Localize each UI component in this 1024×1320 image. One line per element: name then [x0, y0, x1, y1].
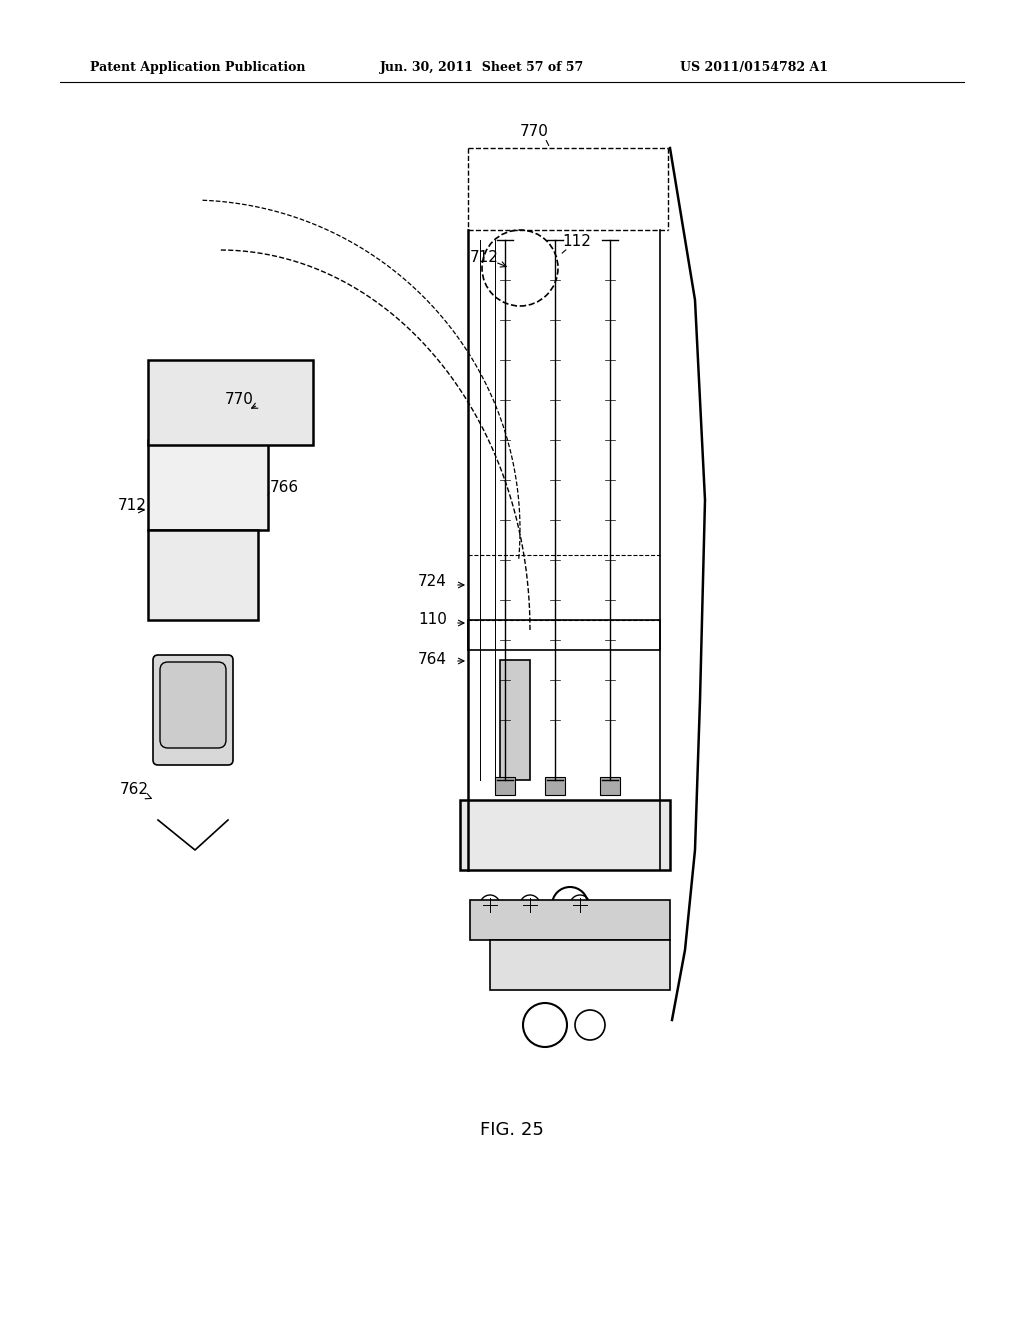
Bar — [148, 531, 258, 620]
Text: 712: 712 — [470, 251, 499, 265]
Text: 770: 770 — [520, 124, 549, 140]
Bar — [148, 360, 313, 445]
Bar — [460, 800, 670, 870]
Bar — [600, 777, 620, 795]
Bar — [500, 660, 530, 780]
Text: 712: 712 — [118, 498, 146, 512]
Text: Jun. 30, 2011  Sheet 57 of 57: Jun. 30, 2011 Sheet 57 of 57 — [380, 62, 585, 74]
Text: 724: 724 — [418, 574, 446, 590]
Text: 766: 766 — [270, 480, 299, 495]
Text: FIG. 25: FIG. 25 — [480, 1121, 544, 1139]
Bar — [148, 440, 268, 531]
Text: Patent Application Publication: Patent Application Publication — [90, 62, 305, 74]
Text: 112: 112 — [562, 235, 591, 249]
Text: 762: 762 — [120, 783, 150, 797]
Bar — [468, 620, 660, 649]
Text: 110: 110 — [418, 612, 446, 627]
Text: 764: 764 — [418, 652, 447, 668]
Text: US 2011/0154782 A1: US 2011/0154782 A1 — [680, 62, 828, 74]
Bar — [545, 777, 565, 795]
Bar — [495, 777, 515, 795]
FancyBboxPatch shape — [160, 663, 226, 748]
Bar — [470, 900, 670, 940]
Bar — [490, 940, 670, 990]
FancyBboxPatch shape — [153, 655, 233, 766]
Text: 770: 770 — [225, 392, 254, 408]
